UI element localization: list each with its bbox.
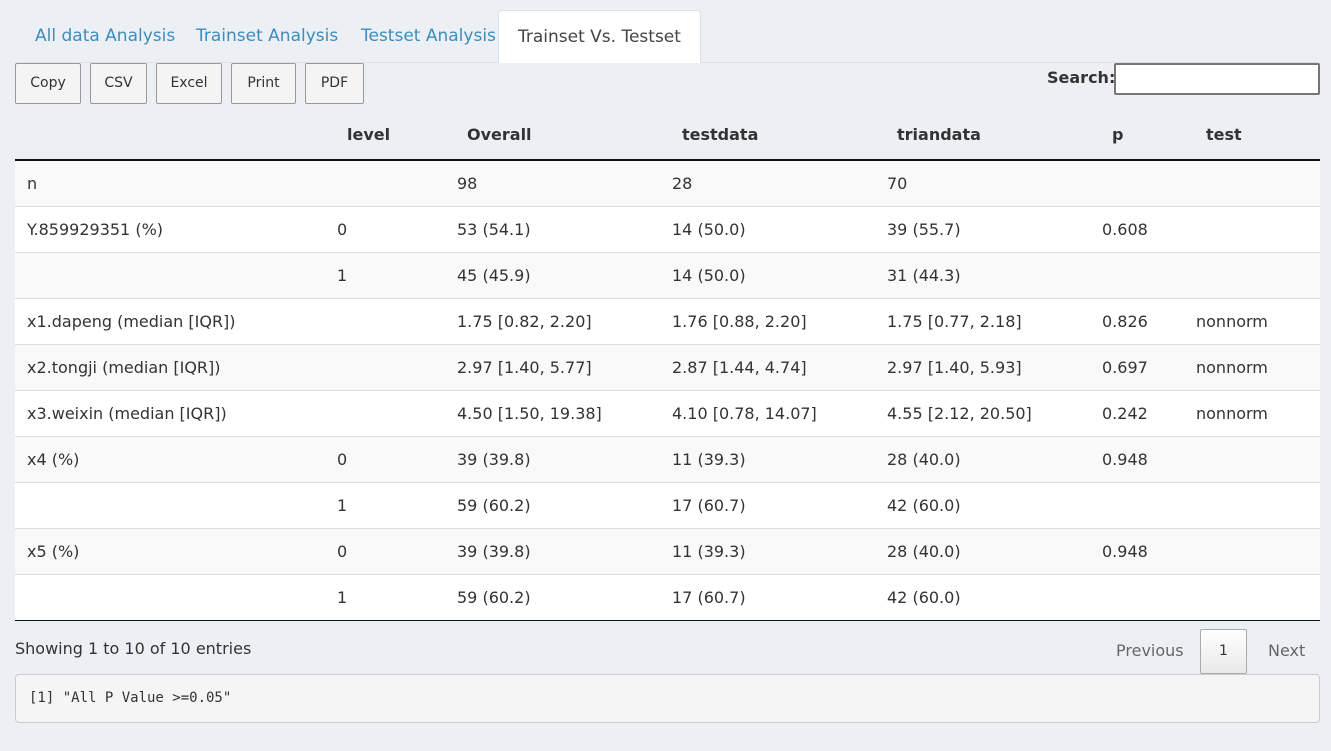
column-header-test[interactable]: test [1206,125,1242,144]
cell-overall: 2.97 [1.40, 5.77] [457,358,592,377]
cell-testdata: 14 (50.0) [672,220,746,239]
column-header-level[interactable]: level [347,125,391,144]
cell-overall: 39 (39.8) [457,450,531,469]
cell-test: nonnorm [1196,358,1268,377]
cell-overall: 53 (54.1) [457,220,531,239]
tab-bar: All data Analysis Trainset Analysis Test… [15,10,1320,63]
cell-variable: x2.tongji (median [IQR]) [27,358,221,377]
copy-button[interactable]: Copy [15,63,81,104]
excel-button[interactable]: Excel [156,63,222,104]
cell-testdata: 11 (39.3) [672,542,746,561]
page-1-button[interactable]: 1 [1200,629,1247,674]
table-row: n 98 28 70 [15,161,1320,207]
table-body: n 98 28 70 Y.859929351 (%) 0 53 (54.1) 1… [15,161,1320,621]
csv-button[interactable]: CSV [90,63,147,104]
cell-testdata: 28 [672,174,693,193]
cell-variable: x4 (%) [27,450,80,469]
cell-testdata: 2.87 [1.44, 4.74] [672,358,807,377]
cell-p: 0.826 [1102,312,1148,331]
cell-level: 0 [337,450,348,469]
cell-overall: 59 (60.2) [457,588,531,607]
column-header-triandata[interactable]: triandata [897,125,981,144]
cell-triandata: 1.75 [0.77, 2.18] [887,312,1022,331]
cell-testdata: 1.76 [0.88, 2.20] [672,312,807,331]
cell-testdata: 17 (60.7) [672,588,746,607]
cell-p: 0.608 [1102,220,1148,239]
cell-test: nonnorm [1196,404,1268,423]
cell-triandata: 70 [887,174,908,193]
cell-triandata: 4.55 [2.12, 20.50] [887,404,1032,423]
cell-triandata: 28 (40.0) [887,542,961,561]
cell-overall: 59 (60.2) [457,496,531,515]
table-header: level Overall testdata triandata p test [15,111,1320,161]
cell-level: 1 [337,496,348,515]
cell-p: 0.948 [1102,542,1148,561]
table-row: x3.weixin (median [IQR]) 4.50 [1.50, 19.… [15,391,1320,437]
cell-variable: x3.weixin (median [IQR]) [27,404,227,423]
cell-triandata: 31 (44.3) [887,266,961,285]
cell-level: 1 [337,588,348,607]
table-info: Showing 1 to 10 of 10 entries [15,639,252,658]
cell-triandata: 28 (40.0) [887,450,961,469]
cell-triandata: 42 (60.0) [887,496,961,515]
cell-testdata: 14 (50.0) [672,266,746,285]
cell-p: 0.948 [1102,450,1148,469]
cell-test: nonnorm [1196,312,1268,331]
previous-page-button[interactable]: Previous [1116,641,1184,660]
cell-overall: 4.50 [1.50, 19.38] [457,404,602,423]
pdf-button[interactable]: PDF [305,63,364,104]
cell-variable: Y.859929351 (%) [27,220,164,239]
table-row: Y.859929351 (%) 0 53 (54.1) 14 (50.0) 39… [15,207,1320,253]
search-label: Search: [1047,68,1116,87]
table-row: x2.tongji (median [IQR]) 2.97 [1.40, 5.7… [15,345,1320,391]
table-row: 1 45 (45.9) 14 (50.0) 31 (44.3) [15,253,1320,299]
cell-overall: 1.75 [0.82, 2.20] [457,312,592,331]
search-input[interactable] [1114,63,1320,95]
column-header-testdata[interactable]: testdata [682,125,759,144]
console-output: [1] "All P Value >=0.05" [15,674,1320,723]
cell-p: 0.242 [1102,404,1148,423]
table-row: x4 (%) 0 39 (39.8) 11 (39.3) 28 (40.0) 0… [15,437,1320,483]
cell-overall: 39 (39.8) [457,542,531,561]
column-header-p[interactable]: p [1112,125,1124,144]
table-row: 1 59 (60.2) 17 (60.7) 42 (60.0) [15,575,1320,621]
cell-variable: x1.dapeng (median [IQR]) [27,312,236,331]
cell-testdata: 11 (39.3) [672,450,746,469]
cell-variable: n [27,174,38,193]
table-row: x5 (%) 0 39 (39.8) 11 (39.3) 28 (40.0) 0… [15,529,1320,575]
cell-testdata: 17 (60.7) [672,496,746,515]
table-row: x1.dapeng (median [IQR]) 1.75 [0.82, 2.2… [15,299,1320,345]
cell-triandata: 42 (60.0) [887,588,961,607]
table-row: 1 59 (60.2) 17 (60.7) 42 (60.0) [15,483,1320,529]
cell-overall: 98 [457,174,478,193]
column-header-overall[interactable]: Overall [467,125,532,144]
cell-variable: x5 (%) [27,542,80,561]
tab-trainset-vs-testset[interactable]: Trainset Vs. Testset [498,10,701,63]
cell-level: 1 [337,266,348,285]
cell-overall: 45 (45.9) [457,266,531,285]
cell-triandata: 2.97 [1.40, 5.93] [887,358,1022,377]
tab-all-data-analysis[interactable]: All data Analysis [35,26,176,46]
cell-testdata: 4.10 [0.78, 14.07] [672,404,817,423]
tab-trainset-analysis[interactable]: Trainset Analysis [196,26,339,46]
cell-level: 0 [337,542,348,561]
print-button[interactable]: Print [231,63,296,104]
next-page-button[interactable]: Next [1268,641,1306,660]
cell-level: 0 [337,220,348,239]
cell-triandata: 39 (55.7) [887,220,961,239]
cell-p: 0.697 [1102,358,1148,377]
tab-testset-analysis[interactable]: Testset Analysis [361,26,496,46]
